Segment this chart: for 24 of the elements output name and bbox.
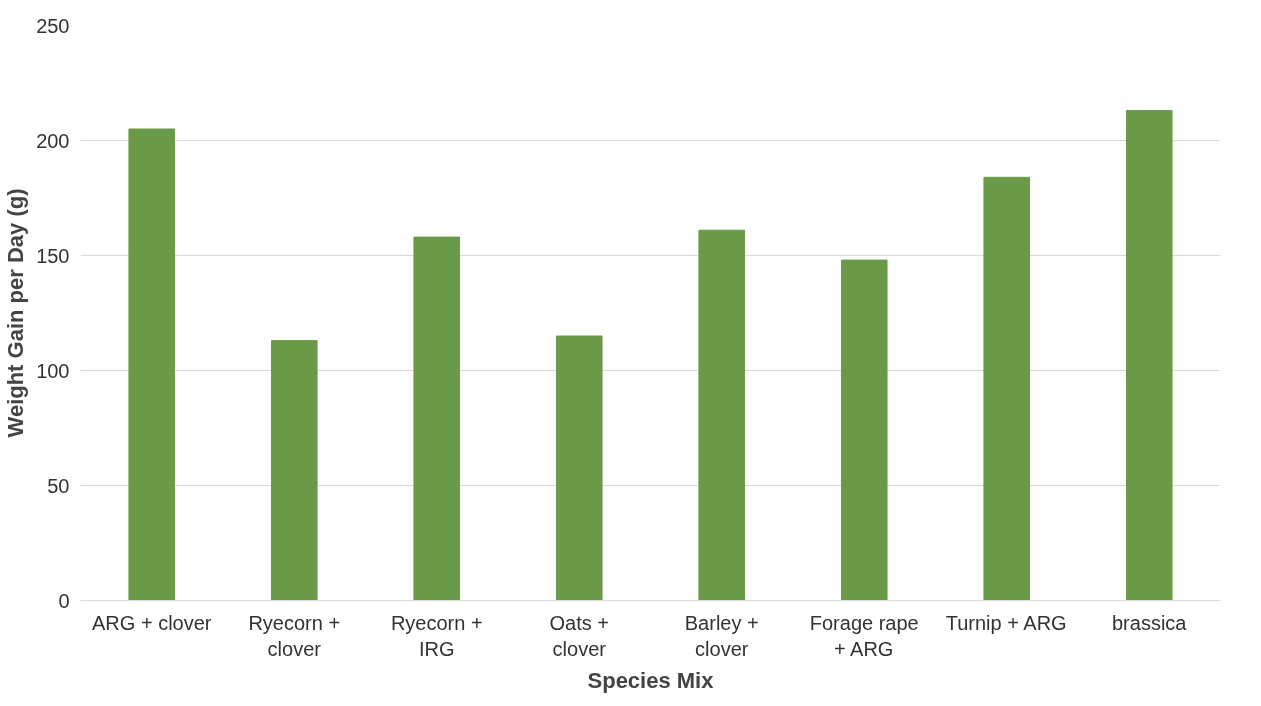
x-tick-label: brassica: [1112, 611, 1188, 634]
bar: [1125, 110, 1173, 601]
y-axis-title: Weight Gain per Day (g): [3, 188, 29, 438]
x-tick-label: Oats + clover: [549, 611, 609, 660]
x-axis-title: Species Mix: [587, 667, 715, 693]
x-tick-label: Ryecorn + IRG: [390, 611, 483, 660]
x-tick-label: Barley + clover: [684, 611, 759, 660]
bar: [698, 229, 746, 601]
bar: [840, 259, 888, 601]
y-tick-label: 0: [58, 589, 70, 612]
y-tick-label: 250: [36, 14, 70, 37]
x-tick-label: Turnip + ARG: [945, 611, 1067, 634]
y-tick-label: 150: [36, 244, 70, 267]
bar: [555, 335, 603, 601]
y-tick-label: 50: [47, 474, 70, 497]
bar: [983, 176, 1031, 601]
bar: [128, 128, 176, 601]
x-tick-label: ARG + clover: [92, 611, 212, 634]
bar: [413, 236, 461, 601]
x-tick-label: Forage rape + ARG: [809, 611, 919, 660]
y-tick-label: 100: [36, 359, 70, 382]
bar: [270, 340, 318, 601]
y-tick-label: 200: [36, 129, 70, 152]
x-tick-label: Ryecorn + clover: [248, 611, 341, 660]
